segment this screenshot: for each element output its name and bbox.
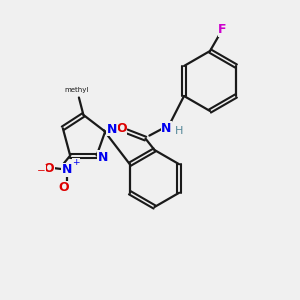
Text: O: O (59, 181, 70, 194)
Text: O: O (116, 122, 127, 135)
Text: H: H (175, 126, 183, 136)
Text: methyl: methyl (64, 87, 89, 93)
Text: N: N (106, 123, 117, 136)
Text: O: O (44, 162, 55, 175)
Text: F: F (218, 23, 227, 36)
Text: N: N (98, 151, 108, 164)
Text: N: N (62, 163, 72, 176)
Text: +: + (72, 158, 80, 167)
Text: −: − (36, 166, 45, 176)
Text: N: N (161, 122, 172, 135)
